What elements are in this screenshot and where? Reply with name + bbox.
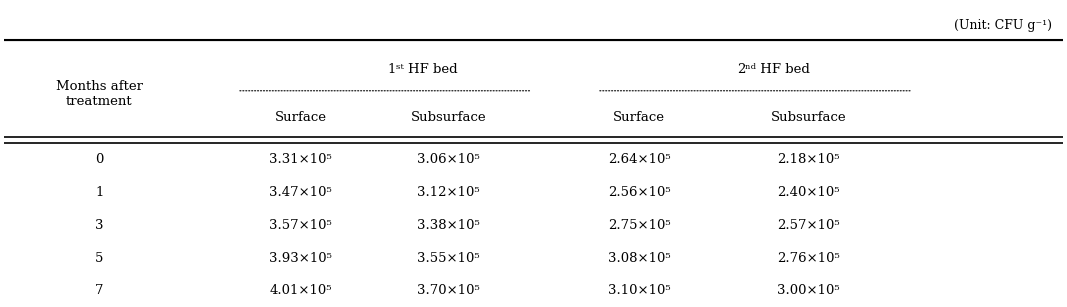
Text: 1: 1 [387,63,396,76]
Text: ˢᵗ HF bed: ˢᵗ HF bed [396,63,458,76]
Text: 2: 2 [737,63,745,76]
Text: 2.57×10⁵: 2.57×10⁵ [778,219,840,232]
Text: 3.00×10⁵: 3.00×10⁵ [778,284,840,297]
Text: 5: 5 [95,251,103,265]
Text: 3.70×10⁵: 3.70×10⁵ [417,284,480,297]
Text: Surface: Surface [274,111,327,124]
Text: 3.57×10⁵: 3.57×10⁵ [269,219,332,232]
Text: 3.10×10⁵: 3.10×10⁵ [608,284,671,297]
Text: 2.64×10⁵: 2.64×10⁵ [608,153,671,166]
Text: Subsurface: Subsurface [411,111,487,124]
Text: 2.18×10⁵: 2.18×10⁵ [778,153,840,166]
Text: 3.47×10⁵: 3.47×10⁵ [269,186,332,199]
Text: 3.55×10⁵: 3.55×10⁵ [417,251,480,265]
Text: (Unit: CFU g⁻¹): (Unit: CFU g⁻¹) [954,18,1052,32]
Text: 2.76×10⁵: 2.76×10⁵ [778,251,840,265]
Text: 3.31×10⁵: 3.31×10⁵ [269,153,332,166]
Text: Surface: Surface [614,111,666,124]
Text: 7: 7 [95,284,103,297]
Text: 1: 1 [95,186,103,199]
Text: ⁿᵈ HF bed: ⁿᵈ HF bed [745,63,810,76]
Text: 0: 0 [95,153,103,166]
Text: 3.06×10⁵: 3.06×10⁵ [417,153,480,166]
Text: 2.75×10⁵: 2.75×10⁵ [608,219,671,232]
Text: 3.93×10⁵: 3.93×10⁵ [269,251,332,265]
Text: 2.40×10⁵: 2.40×10⁵ [778,186,840,199]
Text: 2.56×10⁵: 2.56×10⁵ [608,186,671,199]
Text: 3.38×10⁵: 3.38×10⁵ [417,219,480,232]
Text: 4.01×10⁵: 4.01×10⁵ [269,284,332,297]
Text: 3.12×10⁵: 3.12×10⁵ [417,186,480,199]
Text: Subsurface: Subsurface [771,111,846,124]
Text: 3.08×10⁵: 3.08×10⁵ [608,251,671,265]
Text: Months after
treatment: Months after treatment [55,80,143,108]
Text: 3: 3 [95,219,103,232]
